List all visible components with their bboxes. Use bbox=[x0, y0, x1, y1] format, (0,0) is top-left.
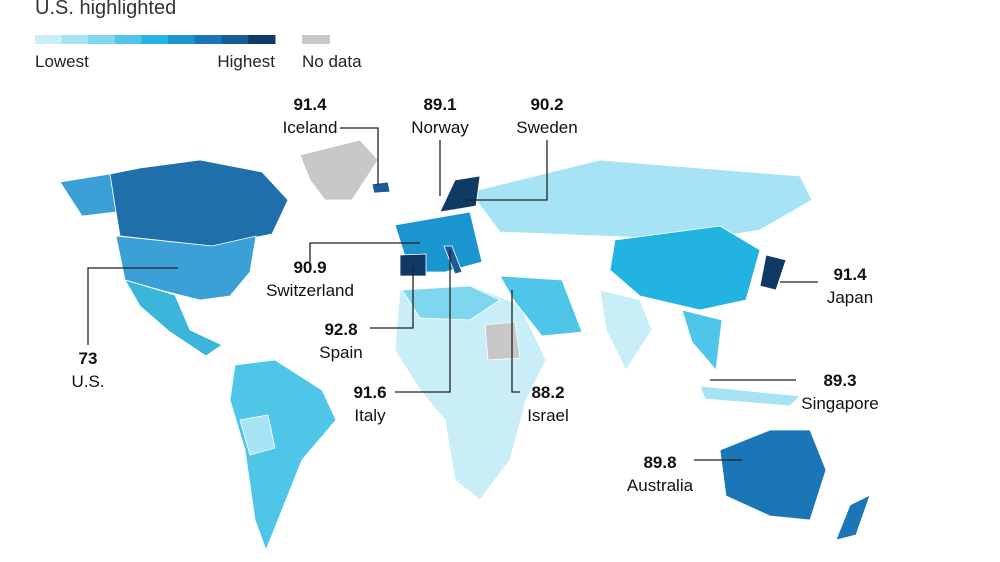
leader-line bbox=[340, 127, 379, 185]
callout-country: Italy bbox=[354, 406, 386, 425]
legend-swatch bbox=[88, 35, 116, 44]
callout: 92.8 Spain bbox=[319, 266, 414, 362]
bolivia bbox=[239, 414, 276, 456]
callout-value: 73 bbox=[79, 349, 98, 368]
leader-line bbox=[466, 140, 548, 201]
legend-label: No data bbox=[302, 52, 362, 71]
callout-value: 92.8 bbox=[324, 320, 357, 339]
world-map bbox=[59, 139, 871, 552]
callout-value: 89.1 bbox=[423, 95, 456, 114]
callout-country: Spain bbox=[319, 343, 362, 362]
spain bbox=[399, 253, 427, 277]
indonesia bbox=[699, 385, 801, 407]
callout: 73 U.S. bbox=[71, 267, 178, 391]
legend-swatch bbox=[195, 35, 223, 44]
legend-swatch bbox=[35, 35, 63, 44]
legend-swatch bbox=[61, 35, 89, 44]
legend-label: Highest bbox=[217, 52, 275, 71]
callout-value: 90.2 bbox=[530, 95, 563, 114]
leader-line bbox=[87, 267, 178, 345]
callout-country: Sweden bbox=[516, 118, 577, 137]
japan bbox=[759, 254, 787, 291]
callout: 88.2 Israel bbox=[511, 290, 569, 425]
callout-country: Japan bbox=[827, 288, 873, 307]
callout-value: 91.4 bbox=[833, 265, 867, 284]
leader-line bbox=[511, 290, 520, 393]
southeast-asia bbox=[681, 309, 723, 371]
callout: 90.2 Sweden bbox=[466, 95, 578, 201]
callout-value: 89.8 bbox=[643, 453, 676, 472]
legend-swatch bbox=[302, 35, 330, 44]
callout-value: 88.2 bbox=[531, 383, 564, 402]
leader-line bbox=[309, 242, 420, 262]
italy bbox=[443, 245, 463, 275]
north-africa bbox=[401, 285, 501, 321]
callout: 89.3 Singapore bbox=[710, 371, 879, 413]
callout-value: 89.3 bbox=[823, 371, 856, 390]
iceland bbox=[371, 181, 391, 194]
leader-line bbox=[395, 250, 451, 393]
alaska bbox=[59, 173, 117, 217]
canada bbox=[109, 159, 289, 247]
callout: 91.4 Iceland bbox=[283, 95, 379, 185]
sudan bbox=[484, 321, 521, 361]
callout-value: 91.4 bbox=[293, 95, 327, 114]
callout-country: Switzerland bbox=[266, 281, 354, 300]
legend-swatch bbox=[221, 35, 249, 44]
legend-swatch bbox=[115, 35, 143, 44]
south-america bbox=[229, 359, 337, 552]
callout-value: 90.9 bbox=[293, 258, 326, 277]
callout: 90.9 Switzerland bbox=[266, 242, 420, 300]
callout-country: Singapore bbox=[801, 394, 879, 413]
callout-country: Iceland bbox=[283, 118, 338, 137]
australia bbox=[719, 429, 827, 521]
mexico bbox=[124, 279, 223, 357]
callout-value: 91.6 bbox=[353, 383, 386, 402]
russia bbox=[469, 159, 813, 241]
callout-country: U.S. bbox=[71, 372, 104, 391]
legend-swatch bbox=[141, 35, 169, 44]
new-zealand bbox=[835, 494, 871, 541]
callouts: 91.4 Iceland 89.1 Norway 90.2 Sweden 90.9 Switz… bbox=[71, 95, 878, 495]
legend-label: Lowest bbox=[35, 52, 89, 71]
callout-country: Norway bbox=[411, 118, 469, 137]
callout: 91.6 Italy bbox=[353, 250, 451, 425]
leader-line bbox=[370, 266, 414, 329]
legend-swatch bbox=[248, 35, 276, 44]
callout: 89.1 Norway bbox=[411, 95, 469, 196]
callout: 91.4 Japan bbox=[780, 265, 873, 307]
callout-country: Israel bbox=[527, 406, 569, 425]
india bbox=[599, 289, 653, 371]
china bbox=[609, 225, 761, 311]
subtitle: U.S. highlighted bbox=[35, 0, 176, 19]
scandinavia bbox=[439, 175, 481, 213]
callout: 89.8 Australia bbox=[627, 453, 742, 495]
legend: Lowest Highest No data bbox=[35, 35, 362, 71]
callout-country: Australia bbox=[627, 476, 694, 495]
legend-swatch bbox=[168, 35, 196, 44]
greenland bbox=[299, 139, 379, 201]
